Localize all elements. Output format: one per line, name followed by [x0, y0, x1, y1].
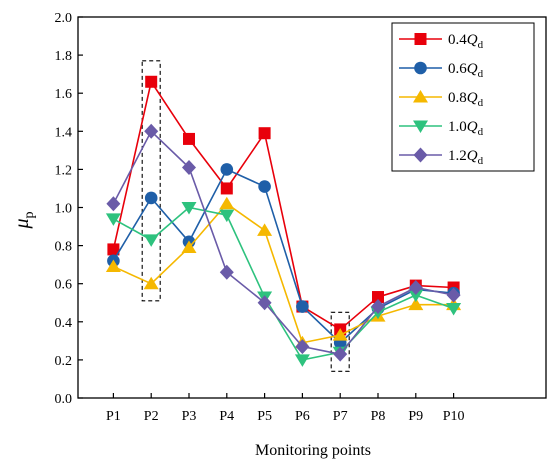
- legend-label: 0.4Qd: [448, 32, 484, 51]
- data-point: [105, 259, 121, 273]
- legend-marker: [413, 120, 428, 133]
- x-tick-label: P6: [295, 409, 310, 424]
- x-tick-label: P2: [144, 409, 159, 424]
- data-point: [295, 339, 310, 355]
- data-point: [372, 291, 384, 304]
- x-tick-label: P9: [408, 409, 423, 424]
- y-tick-label: 0.0: [55, 392, 73, 407]
- data-point: [371, 299, 385, 315]
- data-point: [143, 276, 159, 290]
- y-tick-label: 1.8: [55, 49, 73, 64]
- y-tick-label: 0.8: [55, 240, 73, 255]
- y-tick-label: 0.4: [55, 316, 73, 331]
- data-point: [145, 75, 158, 88]
- series-line: [113, 206, 454, 361]
- data-point: [408, 289, 424, 303]
- data-point: [446, 302, 462, 316]
- data-point: [181, 240, 197, 254]
- x-tick-label: P4: [219, 409, 234, 424]
- y-tick-label: 1.6: [55, 87, 73, 102]
- x-tick-label: P3: [182, 409, 197, 424]
- x-axis-title: Monitoring points: [255, 442, 371, 459]
- legend-marker: [413, 147, 428, 163]
- data-point: [220, 182, 233, 195]
- y-tick-label: 2.0: [55, 11, 73, 26]
- legend-marker: [414, 33, 427, 45]
- data-point: [258, 180, 271, 193]
- series-line: [113, 202, 454, 344]
- data-point: [182, 159, 196, 175]
- data-point: [296, 300, 309, 313]
- legend-item: 1.2Qd: [399, 147, 484, 167]
- y-axis-title-sub: p: [22, 211, 37, 218]
- series-line: [112, 129, 454, 356]
- data-point: [257, 223, 273, 236]
- x-tick-label: P1: [106, 409, 121, 424]
- series-5: [106, 123, 461, 362]
- data-point: [106, 196, 121, 212]
- legend-item: 0.4Qd: [399, 32, 484, 51]
- data-point: [143, 234, 159, 247]
- y-tick-label: 1.0: [55, 202, 73, 217]
- legend-item: 1.0Qd: [399, 119, 484, 138]
- data-point: [144, 123, 159, 139]
- y-axis-title-main: μ: [11, 218, 33, 229]
- legend-marker: [414, 61, 427, 75]
- series-line: [112, 168, 454, 344]
- data-point: [294, 354, 310, 367]
- x-tick-label: P5: [257, 409, 272, 424]
- x-tick-label: P10: [443, 409, 465, 424]
- data-point: [333, 346, 348, 362]
- legend-label: 1.2Qd: [448, 148, 484, 167]
- legend-label: 0.8Qd: [448, 90, 484, 109]
- y-tick-label: 1.4: [55, 125, 73, 140]
- highlight-box-p2: [141, 60, 161, 302]
- highlight-box-p7: [330, 311, 350, 372]
- data-point: [219, 264, 234, 280]
- legend-label: 1.0Qd: [448, 119, 484, 138]
- data-point: [258, 127, 271, 140]
- x-tick-label: P7: [333, 409, 348, 424]
- series-line: [112, 79, 454, 331]
- data-point: [257, 295, 272, 311]
- y-tick-label: 0.2: [55, 354, 73, 369]
- data-point: [408, 280, 423, 296]
- legend-marker: [413, 90, 428, 103]
- data-point: [107, 243, 120, 256]
- legend-item: 0.8Qd: [399, 90, 484, 109]
- data-point: [219, 196, 235, 210]
- data-point: [408, 297, 424, 311]
- data-point: [332, 328, 348, 341]
- data-point: [105, 213, 121, 226]
- legend-label: 0.6Qd: [448, 61, 484, 80]
- data-point: [181, 202, 197, 215]
- y-axis-title: μp: [11, 211, 37, 229]
- x-tick-label: P8: [371, 409, 386, 424]
- legend: 0.4Qd 0.6Qd 0.8Qd 1.0Qd 1.2Qd: [391, 22, 535, 172]
- data-point: [183, 132, 195, 145]
- data-point: [144, 191, 158, 205]
- y-tick-label: 0.6: [55, 278, 73, 293]
- y-tick-label: 1.2: [55, 163, 73, 178]
- data-point: [446, 287, 461, 303]
- data-point: [220, 163, 234, 176]
- legend-item: 0.6Qd: [399, 61, 484, 80]
- data-point: [219, 209, 235, 223]
